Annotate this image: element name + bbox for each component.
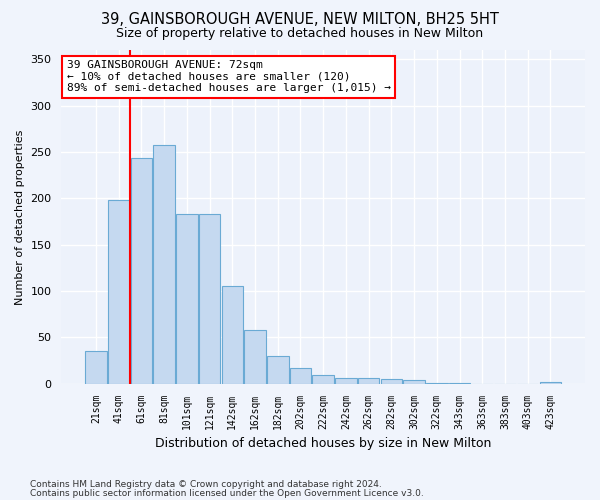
Bar [154,144,175,384]
Bar [290,368,311,384]
Text: Size of property relative to detached houses in New Milton: Size of property relative to detached ho… [116,28,484,40]
Bar [221,286,243,384]
Bar [131,158,152,384]
Bar [426,383,448,384]
Bar [380,379,402,384]
Text: Contains public sector information licensed under the Open Government Licence v3: Contains public sector information licen… [30,488,424,498]
Bar [244,330,266,384]
Text: 39 GAINSBOROUGH AVENUE: 72sqm
← 10% of detached houses are smaller (120)
89% of : 39 GAINSBOROUGH AVENUE: 72sqm ← 10% of d… [67,60,391,93]
Bar [539,382,561,384]
Y-axis label: Number of detached properties: Number of detached properties [15,129,25,304]
Text: 39, GAINSBOROUGH AVENUE, NEW MILTON, BH25 5HT: 39, GAINSBOROUGH AVENUE, NEW MILTON, BH2… [101,12,499,28]
Bar [176,214,197,384]
X-axis label: Distribution of detached houses by size in New Milton: Distribution of detached houses by size … [155,437,491,450]
Bar [335,378,357,384]
Bar [449,383,470,384]
Bar [403,380,425,384]
Bar [313,376,334,384]
Bar [358,378,379,384]
Text: Contains HM Land Registry data © Crown copyright and database right 2024.: Contains HM Land Registry data © Crown c… [30,480,382,489]
Bar [199,214,220,384]
Bar [267,356,289,384]
Bar [85,352,107,384]
Bar [108,200,130,384]
